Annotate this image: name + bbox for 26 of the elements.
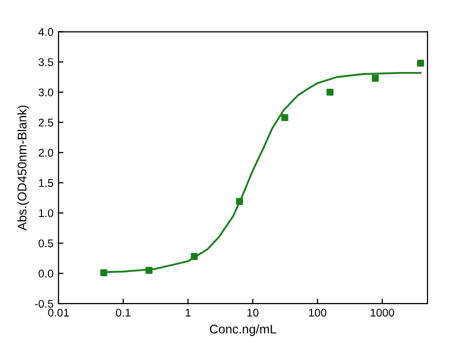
x-tick-label: 10 — [247, 308, 258, 317]
y-tick-label: -0.5 — [34, 300, 54, 308]
x-tick-label: 0.01 — [48, 308, 69, 317]
y-tick-label: 3.5 — [38, 58, 54, 66]
y-tick-label: 1.0 — [39, 209, 54, 218]
x-tick-label: 1 — [186, 308, 191, 316]
y-tick-label: 2.0 — [38, 148, 54, 157]
y-tick-label: 0.5 — [38, 239, 54, 248]
y-tick-label: 2.5 — [38, 118, 54, 127]
point — [372, 74, 379, 82]
point — [146, 266, 152, 274]
x-tick-label: 100 — [309, 308, 326, 317]
x-tick-label: 0.1 — [116, 308, 130, 317]
point — [236, 198, 243, 205]
point — [326, 88, 334, 96]
point — [100, 269, 108, 276]
y-tick-label: 3.0 — [38, 88, 54, 96]
point — [417, 60, 424, 67]
x-tick-label: 1000 — [370, 308, 394, 317]
point — [190, 252, 198, 260]
point — [281, 114, 288, 122]
y-tick-label: 1.5 — [39, 179, 54, 187]
y-tick-label: 4.0 — [38, 28, 54, 36]
y-tick-label: 0.0 — [38, 270, 54, 278]
y-axis-title: Abs.(OD450nm-Blank) — [17, 106, 29, 231]
x-axis-title: Conc.ng/mL — [210, 324, 276, 336]
